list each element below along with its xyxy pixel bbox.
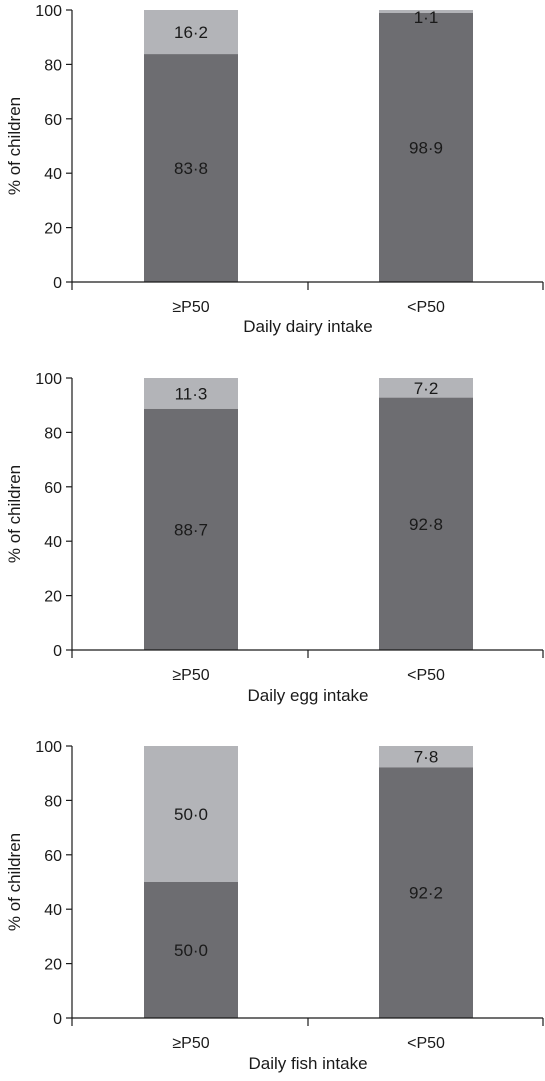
y-axis-label: % of children xyxy=(5,465,24,563)
x-axis-label: Daily fish intake xyxy=(248,1054,367,1073)
y-tick-label: 40 xyxy=(44,902,62,919)
bar-lt-p50-segment-2 xyxy=(379,378,473,398)
data-label: 98·9 xyxy=(409,138,443,157)
y-tick-label: 80 xyxy=(44,425,62,442)
chart-panel-2: 88·7 11·3 92·8 7·2 0 20 40 60 80 100 ≥P50 <P50 Daily… xyxy=(5,371,544,705)
x-tick-label: <P50 xyxy=(407,667,445,684)
y-tick-label: 40 xyxy=(44,166,62,183)
x-axis-label: Daily egg intake xyxy=(248,686,369,705)
bar-ge-p50-segment-1 xyxy=(144,54,238,283)
x-tick-label: <P50 xyxy=(407,1035,445,1052)
y-tick-label: 0 xyxy=(53,275,62,292)
data-label: 50·0 xyxy=(174,805,208,824)
bar-lt-p50-segment-1 xyxy=(379,397,473,650)
y-tick-label: 100 xyxy=(35,371,62,388)
data-label: 50·0 xyxy=(174,941,208,960)
y-tick-label: 60 xyxy=(44,848,62,865)
x-tick-label: ≥P50 xyxy=(172,1035,209,1052)
y-tick-label: 80 xyxy=(44,793,62,810)
chart-panel-1: 83·8 16·2 98·9 1·1 0 20 40 60 80 100 ≥P50 <P50 Daily… xyxy=(5,3,544,336)
bar-lt-p50-segment-2 xyxy=(379,10,473,13)
y-axis-label: % of children xyxy=(5,833,24,931)
y-tick-label: 40 xyxy=(44,534,62,551)
y-tick-label: 60 xyxy=(44,112,62,129)
y-tick-label: 20 xyxy=(44,221,62,238)
data-label: 92·2 xyxy=(409,884,443,903)
y-tick-label: 0 xyxy=(53,643,62,660)
y-tick-label: 80 xyxy=(44,57,62,74)
data-label: 1·1 xyxy=(414,8,439,27)
bar-lt-p50-segment-1 xyxy=(379,12,473,282)
bar-lt-p50-segment-2 xyxy=(379,746,473,768)
data-label: 88·7 xyxy=(174,520,208,539)
y-tick-label: 60 xyxy=(44,480,62,497)
x-tick-label: ≥P50 xyxy=(172,667,209,684)
bar-ge-p50-segment-2 xyxy=(144,378,238,409)
data-label: 16·2 xyxy=(174,23,208,42)
data-label: 7·8 xyxy=(414,748,439,767)
x-axis-label: Daily dairy intake xyxy=(243,317,372,336)
data-label: 83·8 xyxy=(174,159,208,178)
y-tick-label: 100 xyxy=(35,3,62,20)
bar-ge-p50-segment-1 xyxy=(144,408,238,650)
y-tick-label: 0 xyxy=(53,1011,62,1028)
y-axis-label: % of children xyxy=(5,97,24,195)
data-label: 7·2 xyxy=(414,379,439,398)
data-label: 92·8 xyxy=(409,515,443,534)
x-tick-label: ≥P50 xyxy=(172,299,209,316)
bar-ge-p50-segment-2 xyxy=(144,746,238,882)
chart-panel-3: 50·0 50·0 92·2 7·8 0 20 40 60 80 100 ≥P50 <P50 Daily… xyxy=(5,739,544,1073)
x-tick-label: <P50 xyxy=(407,299,445,316)
data-label: 11·3 xyxy=(175,384,208,403)
bar-ge-p50-segment-2 xyxy=(144,10,238,55)
bar-ge-p50-segment-1 xyxy=(144,882,238,1018)
y-tick-label: 20 xyxy=(44,957,62,974)
bar-lt-p50-segment-1 xyxy=(379,767,473,1018)
y-tick-label: 100 xyxy=(35,739,62,756)
y-tick-label: 20 xyxy=(44,589,62,606)
